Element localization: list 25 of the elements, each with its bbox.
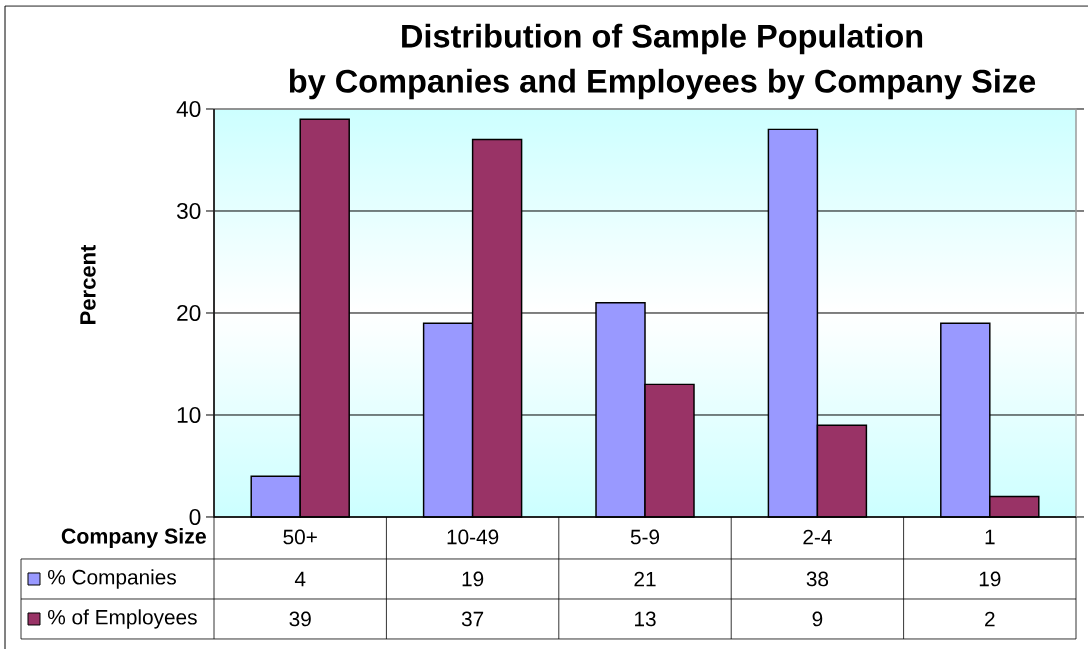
y-tick-label: 20	[177, 304, 201, 322]
y-tick-label: 40	[176, 100, 201, 118]
data-label: 37	[461, 611, 484, 627]
data-label: 21	[634, 571, 656, 587]
data-label: 19	[462, 571, 484, 587]
chart-title: Distribution of Sample Population by Companies and Employees by Company Size	[289, 23, 1036, 100]
data-label: 9	[812, 611, 823, 627]
y-tick-label: 30	[176, 202, 201, 220]
data-label: 4	[294, 571, 306, 587]
data-label: 39	[289, 611, 311, 627]
x-axis-title: Company Size	[61, 528, 206, 548]
data-label: 38	[806, 571, 829, 587]
y-axis-title: Percent	[80, 244, 96, 324]
x-tick-label: 5-9	[630, 529, 660, 545]
data-label: 19	[979, 571, 1001, 587]
x-tick-label: 2-4	[803, 529, 832, 545]
legend-label: % Companies	[48, 569, 176, 589]
legend-label: % of Employees	[48, 609, 197, 629]
x-tick-label: 50+	[283, 529, 317, 545]
x-tick-label: 10-49	[447, 529, 499, 545]
y-tick-label: 0	[189, 508, 201, 526]
data-label: 2	[985, 611, 995, 627]
data-label: 13	[635, 611, 656, 627]
x-tick-label: 1	[985, 529, 995, 545]
y-tick-label: 10	[177, 406, 201, 424]
